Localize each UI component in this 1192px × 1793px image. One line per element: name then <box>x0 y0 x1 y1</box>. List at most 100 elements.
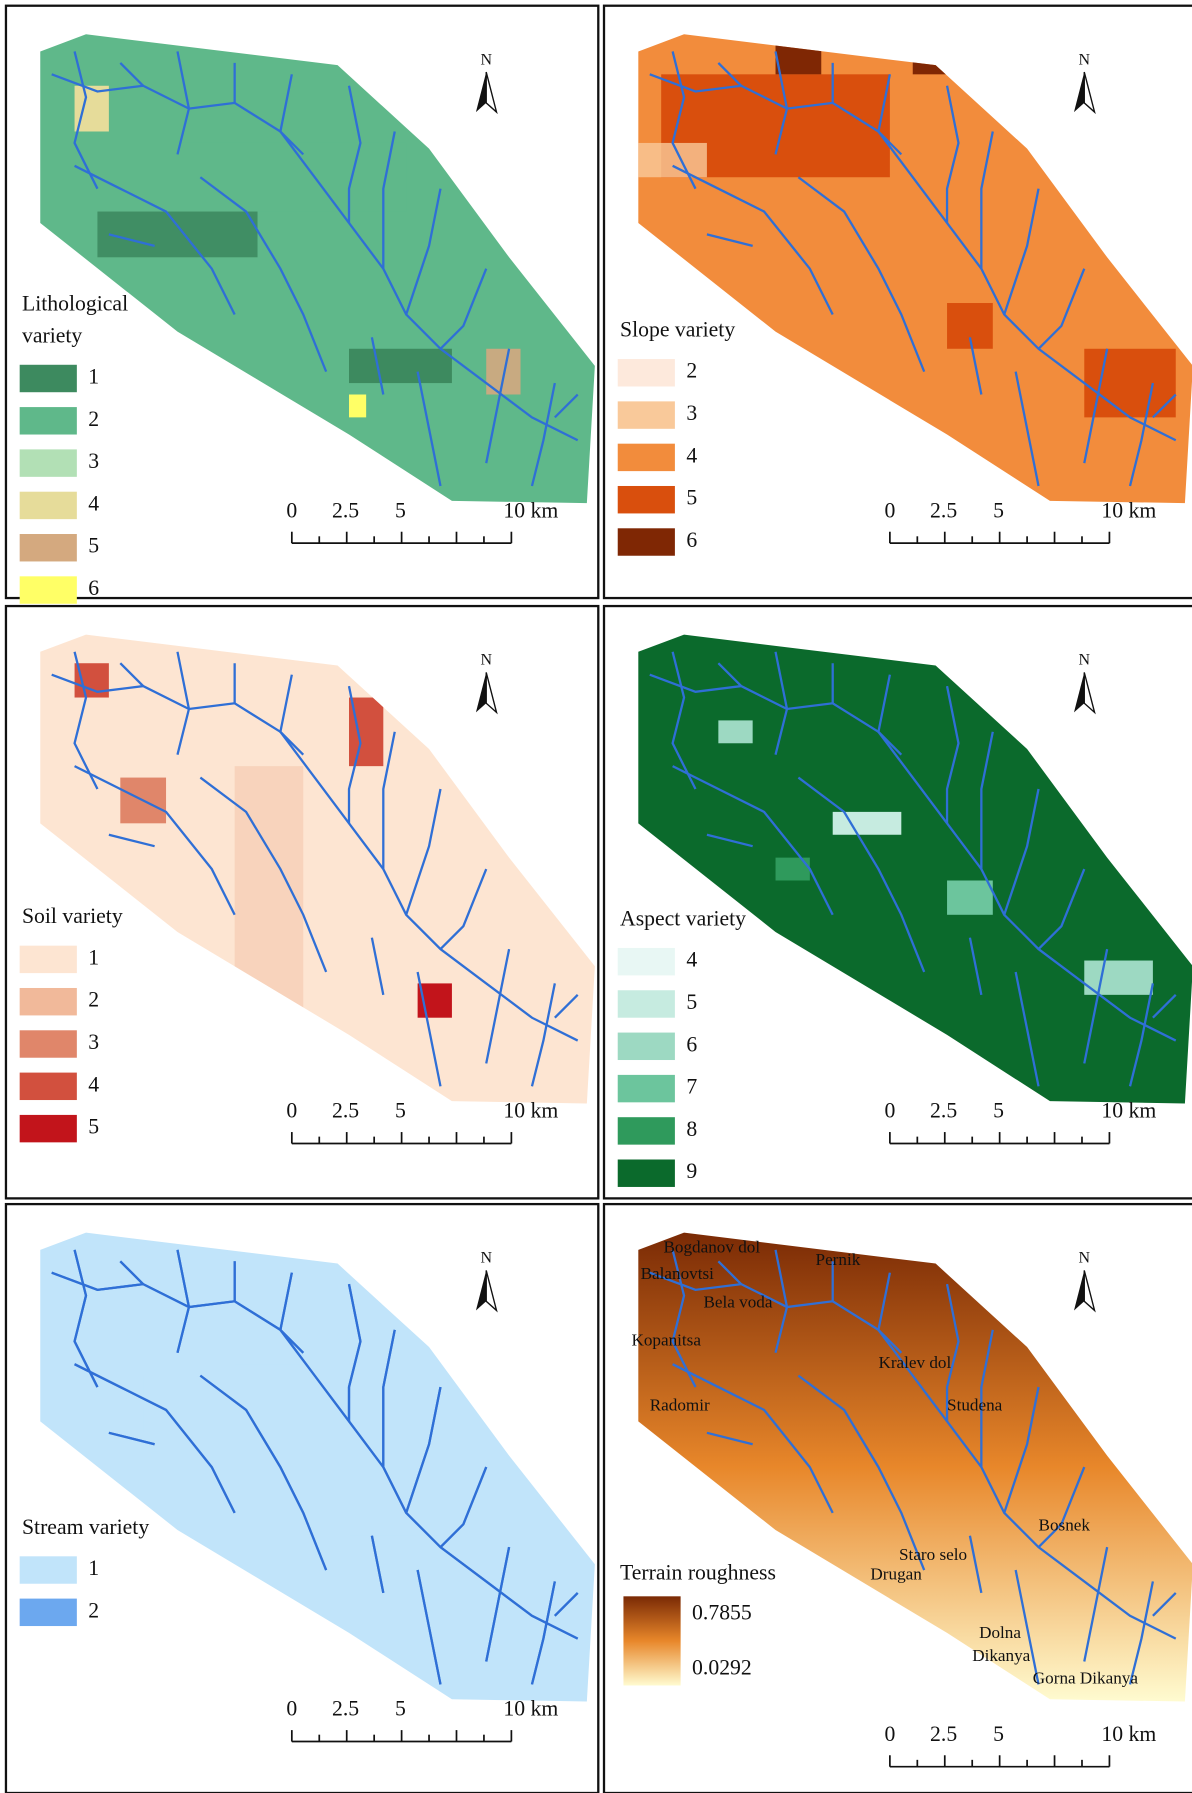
legend-label: 4 <box>88 491 99 515</box>
map-patch <box>638 143 707 177</box>
legend-swatch <box>20 534 77 561</box>
legend-label: 6 <box>88 576 99 600</box>
legend-swatch <box>20 492 77 519</box>
place-name: Balanovtsi <box>641 1264 715 1283</box>
legend-swatch <box>20 1599 77 1626</box>
north-label: N <box>480 1250 492 1267</box>
legend-swatch <box>618 401 675 428</box>
legend-swatch <box>20 576 77 603</box>
place-name: Studena <box>947 1395 1003 1414</box>
north-label: N <box>480 51 492 68</box>
legend-label: 9 <box>686 1159 697 1183</box>
legend-swatch <box>618 1075 675 1102</box>
legend-label: 4 <box>88 1072 99 1096</box>
legend-label: 4 <box>686 443 697 467</box>
scale-label: 5 <box>993 1722 1004 1746</box>
legend-label: 5 <box>686 486 697 510</box>
scale-label: 5 <box>993 1099 1004 1123</box>
scale-label: 10 km <box>1101 498 1156 522</box>
scale-label: 0 <box>286 498 297 522</box>
legend-title: Slope variety <box>620 318 735 342</box>
legend-label: 3 <box>88 449 99 473</box>
map-patch <box>97 212 257 258</box>
gradient-bar <box>623 1596 680 1685</box>
scale-label: 2.5 <box>930 498 957 522</box>
place-name: Bela voda <box>703 1293 772 1312</box>
scale-label: 5 <box>993 498 1004 522</box>
place-name: Kopanitsa <box>631 1330 701 1349</box>
legend-label: 2 <box>88 407 99 431</box>
legend-swatch <box>618 1160 675 1187</box>
legend-swatch <box>20 449 77 476</box>
legend-label: 7 <box>686 1075 697 1099</box>
legend-title: Soil variety <box>22 904 123 928</box>
figure: NLithologicalvariety12345602.5510 kmNSlo… <box>0 0 1192 1793</box>
scale-label: 0 <box>884 1722 895 1746</box>
place-name: Radomir <box>650 1395 710 1414</box>
north-label: N <box>1078 51 1090 68</box>
map-patch <box>947 880 993 914</box>
map-patch <box>349 349 452 383</box>
legend-label: 2 <box>88 1598 99 1622</box>
scale-label: 0 <box>286 1099 297 1123</box>
scale-label: 10 km <box>1101 1099 1156 1123</box>
legend-swatch <box>618 528 675 555</box>
scale-label: 0 <box>286 1697 297 1721</box>
legend-swatch <box>618 990 675 1017</box>
legend-title: Terrain roughness <box>620 1561 776 1585</box>
legend-label: 2 <box>88 988 99 1012</box>
scale-label: 5 <box>395 1099 406 1123</box>
north-label: N <box>480 652 492 669</box>
place-name: Dikanya <box>972 1646 1030 1665</box>
scale-label: 0 <box>884 1099 895 1123</box>
north-label: N <box>1078 652 1090 669</box>
legend-label: 5 <box>686 990 697 1014</box>
legend-label: 1 <box>88 364 99 388</box>
legend-swatch <box>20 988 77 1015</box>
gradient-max: 0.7855 <box>692 1601 752 1625</box>
legend-swatch <box>20 1115 77 1142</box>
place-name: Bogdanov dol <box>663 1238 760 1257</box>
map-patch <box>718 720 752 743</box>
legend-swatch <box>618 359 675 386</box>
scale-label: 10 km <box>1101 1722 1156 1746</box>
legend-label: 3 <box>88 1030 99 1054</box>
legend-label: 8 <box>686 1117 697 1141</box>
legend-label: 1 <box>88 1556 99 1580</box>
legend-label: 6 <box>686 528 697 552</box>
legend-title: Lithological <box>22 291 128 315</box>
place-name: Kralev dol <box>878 1353 951 1372</box>
place-name: Dolna <box>979 1623 1021 1642</box>
legend-label: 5 <box>88 1115 99 1139</box>
legend-swatch <box>20 946 77 973</box>
scale-label: 10 km <box>503 1697 558 1721</box>
legend-title: variety <box>22 323 82 347</box>
legend-label: 2 <box>686 359 697 383</box>
legend-swatch <box>618 444 675 471</box>
map-patch <box>833 812 902 835</box>
legend-swatch <box>20 1073 77 1100</box>
place-name: Pernik <box>816 1250 861 1269</box>
scale-label: 5 <box>395 498 406 522</box>
place-name: Bosnek <box>1039 1516 1091 1535</box>
north-label: N <box>1078 1250 1090 1267</box>
legend-label: 6 <box>686 1032 697 1056</box>
legend-title: Aspect variety <box>620 906 746 930</box>
map-patch <box>349 1490 440 1536</box>
page: {"panels": [ {"legend_title": ["Litholog… <box>0 0 1192 1793</box>
scale-label: 10 km <box>503 498 558 522</box>
legend-swatch <box>20 365 77 392</box>
scale-label: 2.5 <box>332 1099 359 1123</box>
place-name: Drugan <box>870 1565 922 1584</box>
legend-label: 4 <box>686 948 697 972</box>
scale-label: 2.5 <box>930 1722 957 1746</box>
map-patch <box>349 395 366 418</box>
legend-swatch <box>618 1117 675 1144</box>
legend-swatch <box>618 486 675 513</box>
scale-label: 2.5 <box>930 1099 957 1123</box>
map-patch <box>177 143 406 212</box>
legend-label: 3 <box>686 401 697 425</box>
scale-label: 2.5 <box>332 1697 359 1721</box>
legend-label: 1 <box>88 945 99 969</box>
place-name: Staro selo <box>899 1545 967 1564</box>
